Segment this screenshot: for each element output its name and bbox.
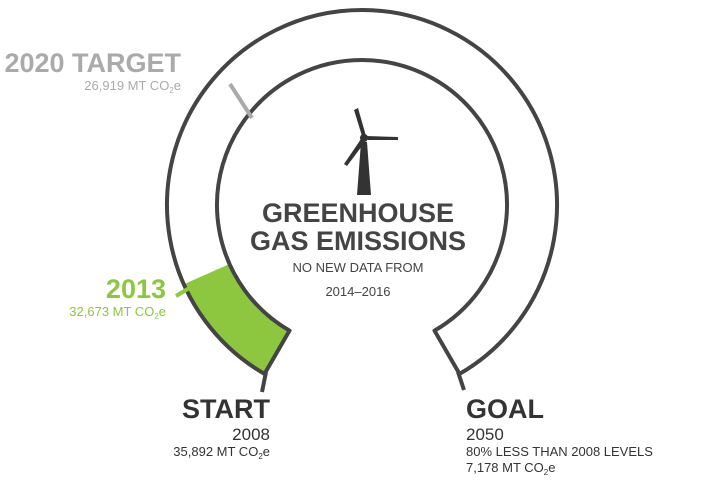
current-title: 2013: [106, 274, 166, 304]
goal-detail: 80% LESS THAN 2008 LEVELS: [466, 444, 653, 459]
start-tick: [260, 371, 268, 393]
turbine-icon: [344, 108, 398, 195]
center-title: GAS EMISSIONS: [250, 226, 466, 256]
progress-fill: [183, 264, 290, 374]
start-amount: 35,892 MT CO2e: [173, 444, 270, 461]
goal-amount: 7,178 MT CO2e: [466, 460, 555, 477]
center-note: NO NEW DATA FROM: [293, 260, 424, 275]
target-title: 2020 TARGET: [4, 48, 181, 78]
goal-year: 2050: [466, 425, 504, 444]
target-amount: 26,919 MT CO2e: [84, 78, 181, 95]
goal-title: GOAL: [466, 394, 544, 424]
start-title: START: [182, 394, 270, 424]
target-leader: [228, 82, 254, 120]
center-title: GREENHOUSE: [262, 198, 454, 228]
goal-tick: [456, 371, 466, 391]
current-amount: 32,673 MT CO2e: [69, 304, 166, 321]
center-note: 2014–2016: [325, 284, 390, 299]
start-year: 2008: [232, 425, 270, 444]
current-leader: [174, 269, 220, 298]
gauge-ring: [165, 8, 559, 376]
